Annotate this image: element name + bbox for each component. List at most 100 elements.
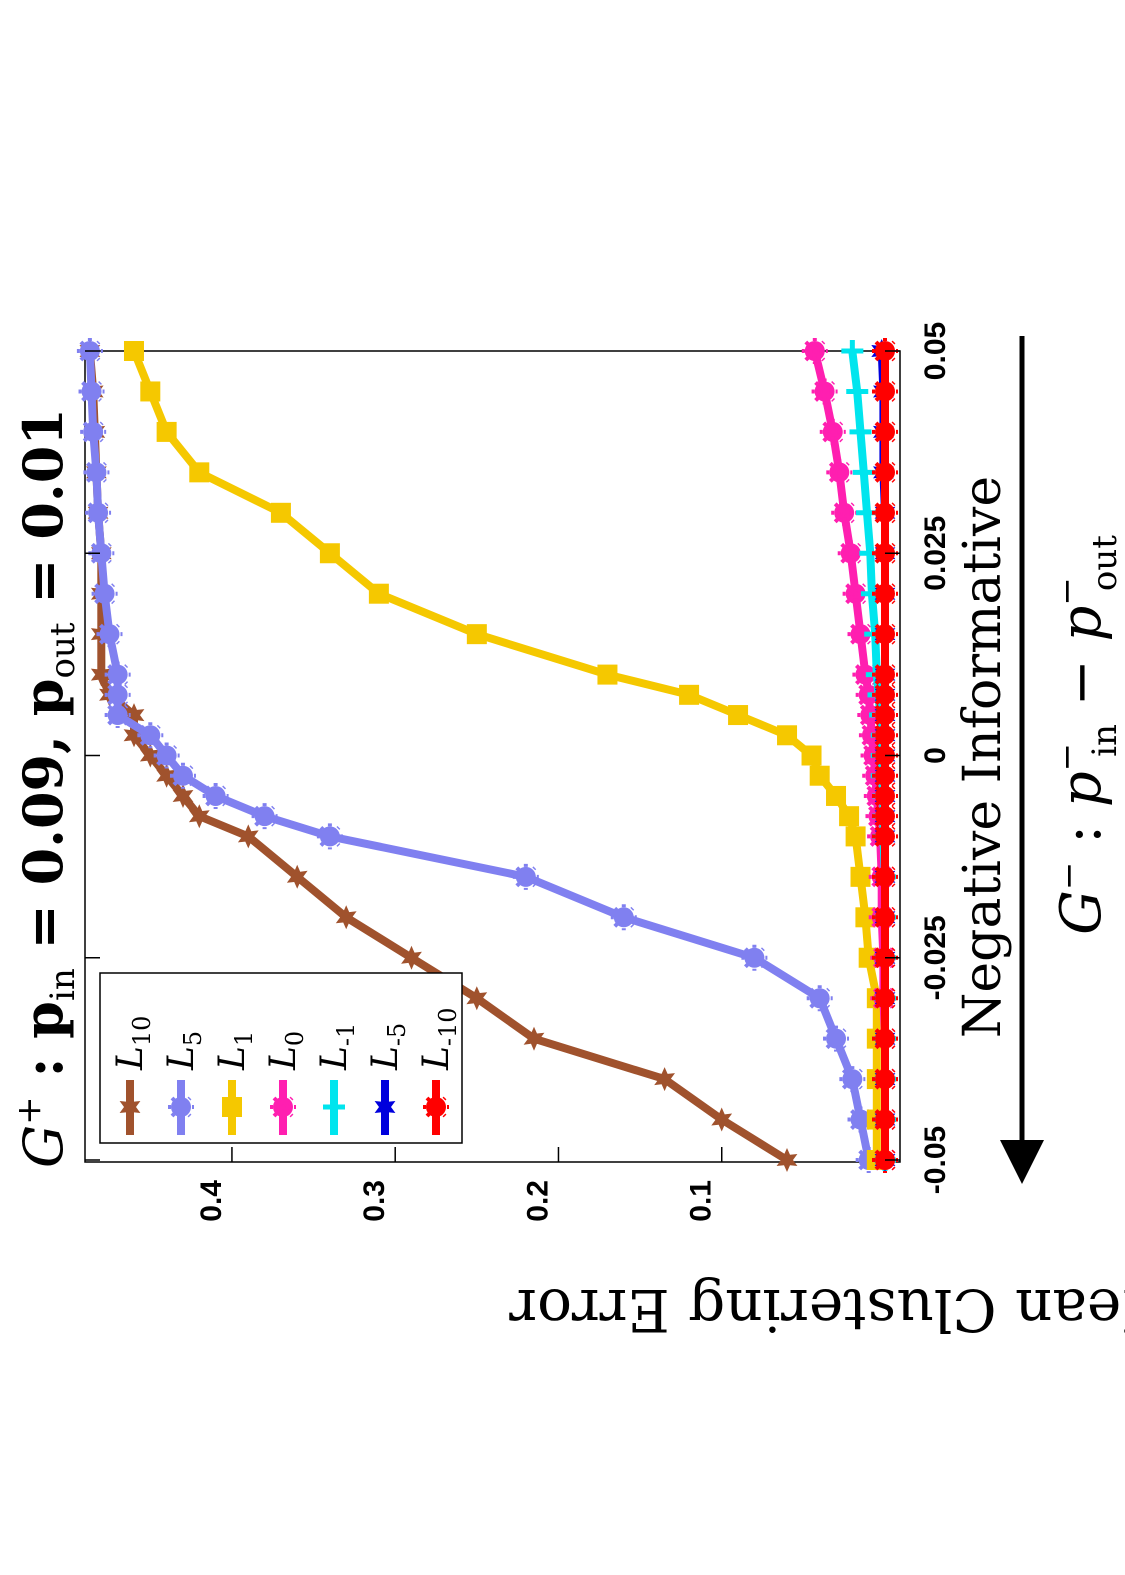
data-point (872, 661, 898, 688)
data-point (319, 543, 340, 564)
data-point (316, 823, 343, 850)
data-point (202, 782, 229, 809)
data-point (741, 944, 768, 971)
data-point (368, 583, 389, 604)
data-point (153, 742, 180, 769)
data-point (855, 907, 876, 928)
y-tick-label: 0.2 (522, 1180, 555, 1222)
data-point (872, 904, 898, 931)
y-tick-label: 0.4 (195, 1180, 228, 1222)
data-point (823, 1025, 850, 1052)
data-point (872, 803, 898, 830)
data-point (140, 381, 161, 402)
data-point (847, 1106, 874, 1133)
x-tick-label: 0.025 (919, 516, 952, 591)
data-point (85, 499, 112, 526)
data-point (156, 763, 177, 788)
data-point (846, 380, 869, 403)
data-point (872, 378, 898, 405)
data-point (872, 681, 898, 708)
x-tick-label: 0.05 (919, 322, 952, 380)
chart-marks (76, 338, 898, 1173)
data-point (104, 661, 131, 688)
data-point (335, 905, 357, 930)
data-point (610, 904, 637, 931)
data-point (90, 662, 112, 687)
data-point (189, 462, 210, 483)
data-point (872, 1066, 898, 1093)
annotation-label: Negative Informative (953, 476, 1013, 1038)
legend-item: L1 (212, 1031, 258, 1135)
legend-marker (423, 1094, 449, 1120)
legend-item: L-5 (365, 1023, 411, 1135)
data-point (237, 824, 259, 849)
data-point (801, 338, 828, 364)
data-point (286, 864, 308, 889)
data-point (123, 703, 145, 728)
data-point (858, 947, 879, 968)
data-point (88, 540, 115, 567)
data-point (123, 341, 144, 361)
data-point (849, 420, 872, 443)
legend-label: L-5 (365, 1023, 411, 1071)
x-tick-label: 0 (919, 747, 952, 764)
data-point (872, 418, 898, 445)
data-point (466, 624, 487, 645)
legend-marker (323, 1096, 345, 1118)
data-point (819, 418, 846, 445)
legend-marker (270, 1094, 296, 1120)
data-point (137, 722, 164, 749)
data-point (826, 459, 853, 486)
y-tick-label: 0.1 (685, 1180, 718, 1222)
y-tick-label: 0.3 (358, 1180, 391, 1222)
legend-marker (222, 1097, 242, 1117)
data-point (872, 863, 898, 890)
legend-label: L10 (110, 1016, 156, 1071)
legend-item: L10 (110, 1016, 156, 1135)
x-tick-label: -0.025 (919, 915, 952, 1000)
data-point (80, 418, 107, 445)
data-point (872, 459, 898, 486)
data-point (139, 743, 161, 768)
legend-label: L0 (263, 1031, 309, 1071)
data-point (172, 784, 194, 808)
data-point (872, 1025, 898, 1052)
data-point (826, 785, 847, 806)
data-point (839, 1066, 866, 1093)
data-point (512, 863, 539, 890)
negative-informative-arrow (1000, 336, 1044, 1184)
data-point (809, 765, 830, 786)
data-point (841, 340, 864, 362)
data-point (104, 681, 131, 708)
data-point (104, 702, 131, 729)
data-point (466, 986, 488, 1011)
legend-label: L-1 (314, 1023, 360, 1071)
y-axis-label: Mean Clustering Error (509, 1276, 1125, 1344)
data-point (837, 540, 864, 567)
data-point (872, 580, 898, 607)
data-point (831, 499, 858, 526)
data-point (78, 378, 105, 405)
data-point (711, 1107, 733, 1132)
legend-item: L-1 (314, 1023, 360, 1135)
data-point (839, 806, 860, 827)
data-point (156, 421, 177, 442)
data-point (776, 1148, 798, 1172)
data-point (251, 803, 278, 830)
data-point (872, 722, 898, 749)
data-point (270, 502, 291, 523)
legend-item: L0 (263, 1031, 309, 1135)
data-point (801, 745, 822, 766)
data-point (852, 661, 879, 688)
legend-label: L1 (212, 1031, 258, 1071)
data-point (96, 621, 123, 648)
data-point (777, 725, 798, 746)
data-point (872, 782, 898, 809)
data-point (842, 580, 869, 607)
data-point (872, 762, 898, 789)
data-point (806, 985, 833, 1012)
data-point (847, 621, 874, 648)
legend-label: L5 (161, 1031, 207, 1071)
